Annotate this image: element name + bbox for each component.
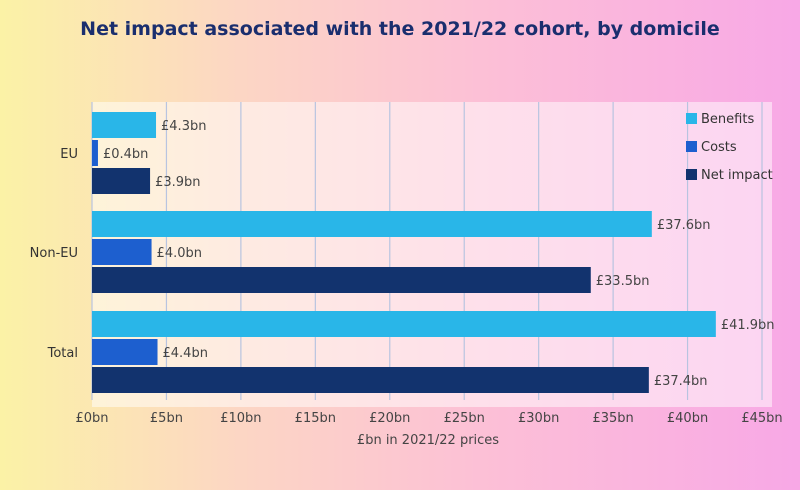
x-tick-label: £5bn bbox=[150, 411, 183, 426]
bar bbox=[92, 211, 652, 237]
bar bbox=[92, 367, 649, 393]
bars bbox=[92, 112, 716, 393]
legend-label: Costs bbox=[701, 140, 737, 155]
data-label: £41.9bn bbox=[721, 318, 775, 333]
legend-swatch bbox=[686, 113, 697, 124]
bar bbox=[92, 267, 591, 293]
x-tick-label: £15bn bbox=[295, 411, 336, 426]
data-labels: £4.3bn £0.4bn £3.9bn £37.6bn £4.0bn £33.5bn £4… bbox=[103, 119, 775, 389]
data-label: £37.4bn bbox=[654, 374, 708, 389]
data-label: £4.4bn bbox=[163, 346, 208, 361]
category-label: EU bbox=[60, 147, 78, 162]
legend-label: Benefits bbox=[701, 112, 754, 127]
x-axis-ticks: £0bn £5bn £10bn £15bn £20bn £25bn £30bn £35bn £4… bbox=[75, 411, 782, 426]
bar bbox=[92, 339, 158, 365]
data-label: £37.6bn bbox=[657, 218, 711, 233]
legend-swatch bbox=[686, 141, 697, 152]
data-label: £0.4bn bbox=[103, 147, 148, 162]
data-label: £33.5bn bbox=[596, 274, 650, 289]
x-tick-label: £10bn bbox=[220, 411, 261, 426]
x-tick-label: £30bn bbox=[518, 411, 559, 426]
x-tick-label: £35bn bbox=[592, 411, 633, 426]
x-tick-label: £45bn bbox=[741, 411, 782, 426]
category-label: Total bbox=[47, 346, 78, 361]
x-tick-label: £20bn bbox=[369, 411, 410, 426]
legend-swatch bbox=[686, 169, 697, 180]
category-label: Non-EU bbox=[30, 246, 78, 261]
bar bbox=[92, 168, 151, 194]
data-label: £3.9bn bbox=[155, 175, 200, 190]
x-tick-label: £40bn bbox=[667, 411, 708, 426]
bar bbox=[92, 311, 716, 337]
bar bbox=[92, 239, 152, 265]
data-label: £4.0bn bbox=[157, 246, 202, 261]
plot-area bbox=[92, 102, 772, 407]
x-axis-label: £bn in 2021/22 prices bbox=[357, 433, 499, 448]
data-label: £4.3bn bbox=[161, 119, 206, 134]
bar bbox=[92, 140, 98, 166]
legend: Benefits Costs Net impact bbox=[686, 112, 773, 183]
chart-title: Net impact associated with the 2021/22 c… bbox=[80, 18, 720, 40]
x-tick-label: £0bn bbox=[75, 411, 108, 426]
bar bbox=[92, 112, 157, 138]
category-labels: EU Non-EU Total bbox=[30, 147, 78, 361]
legend-label: Net impact bbox=[701, 168, 773, 183]
x-tick-label: £25bn bbox=[444, 411, 485, 426]
